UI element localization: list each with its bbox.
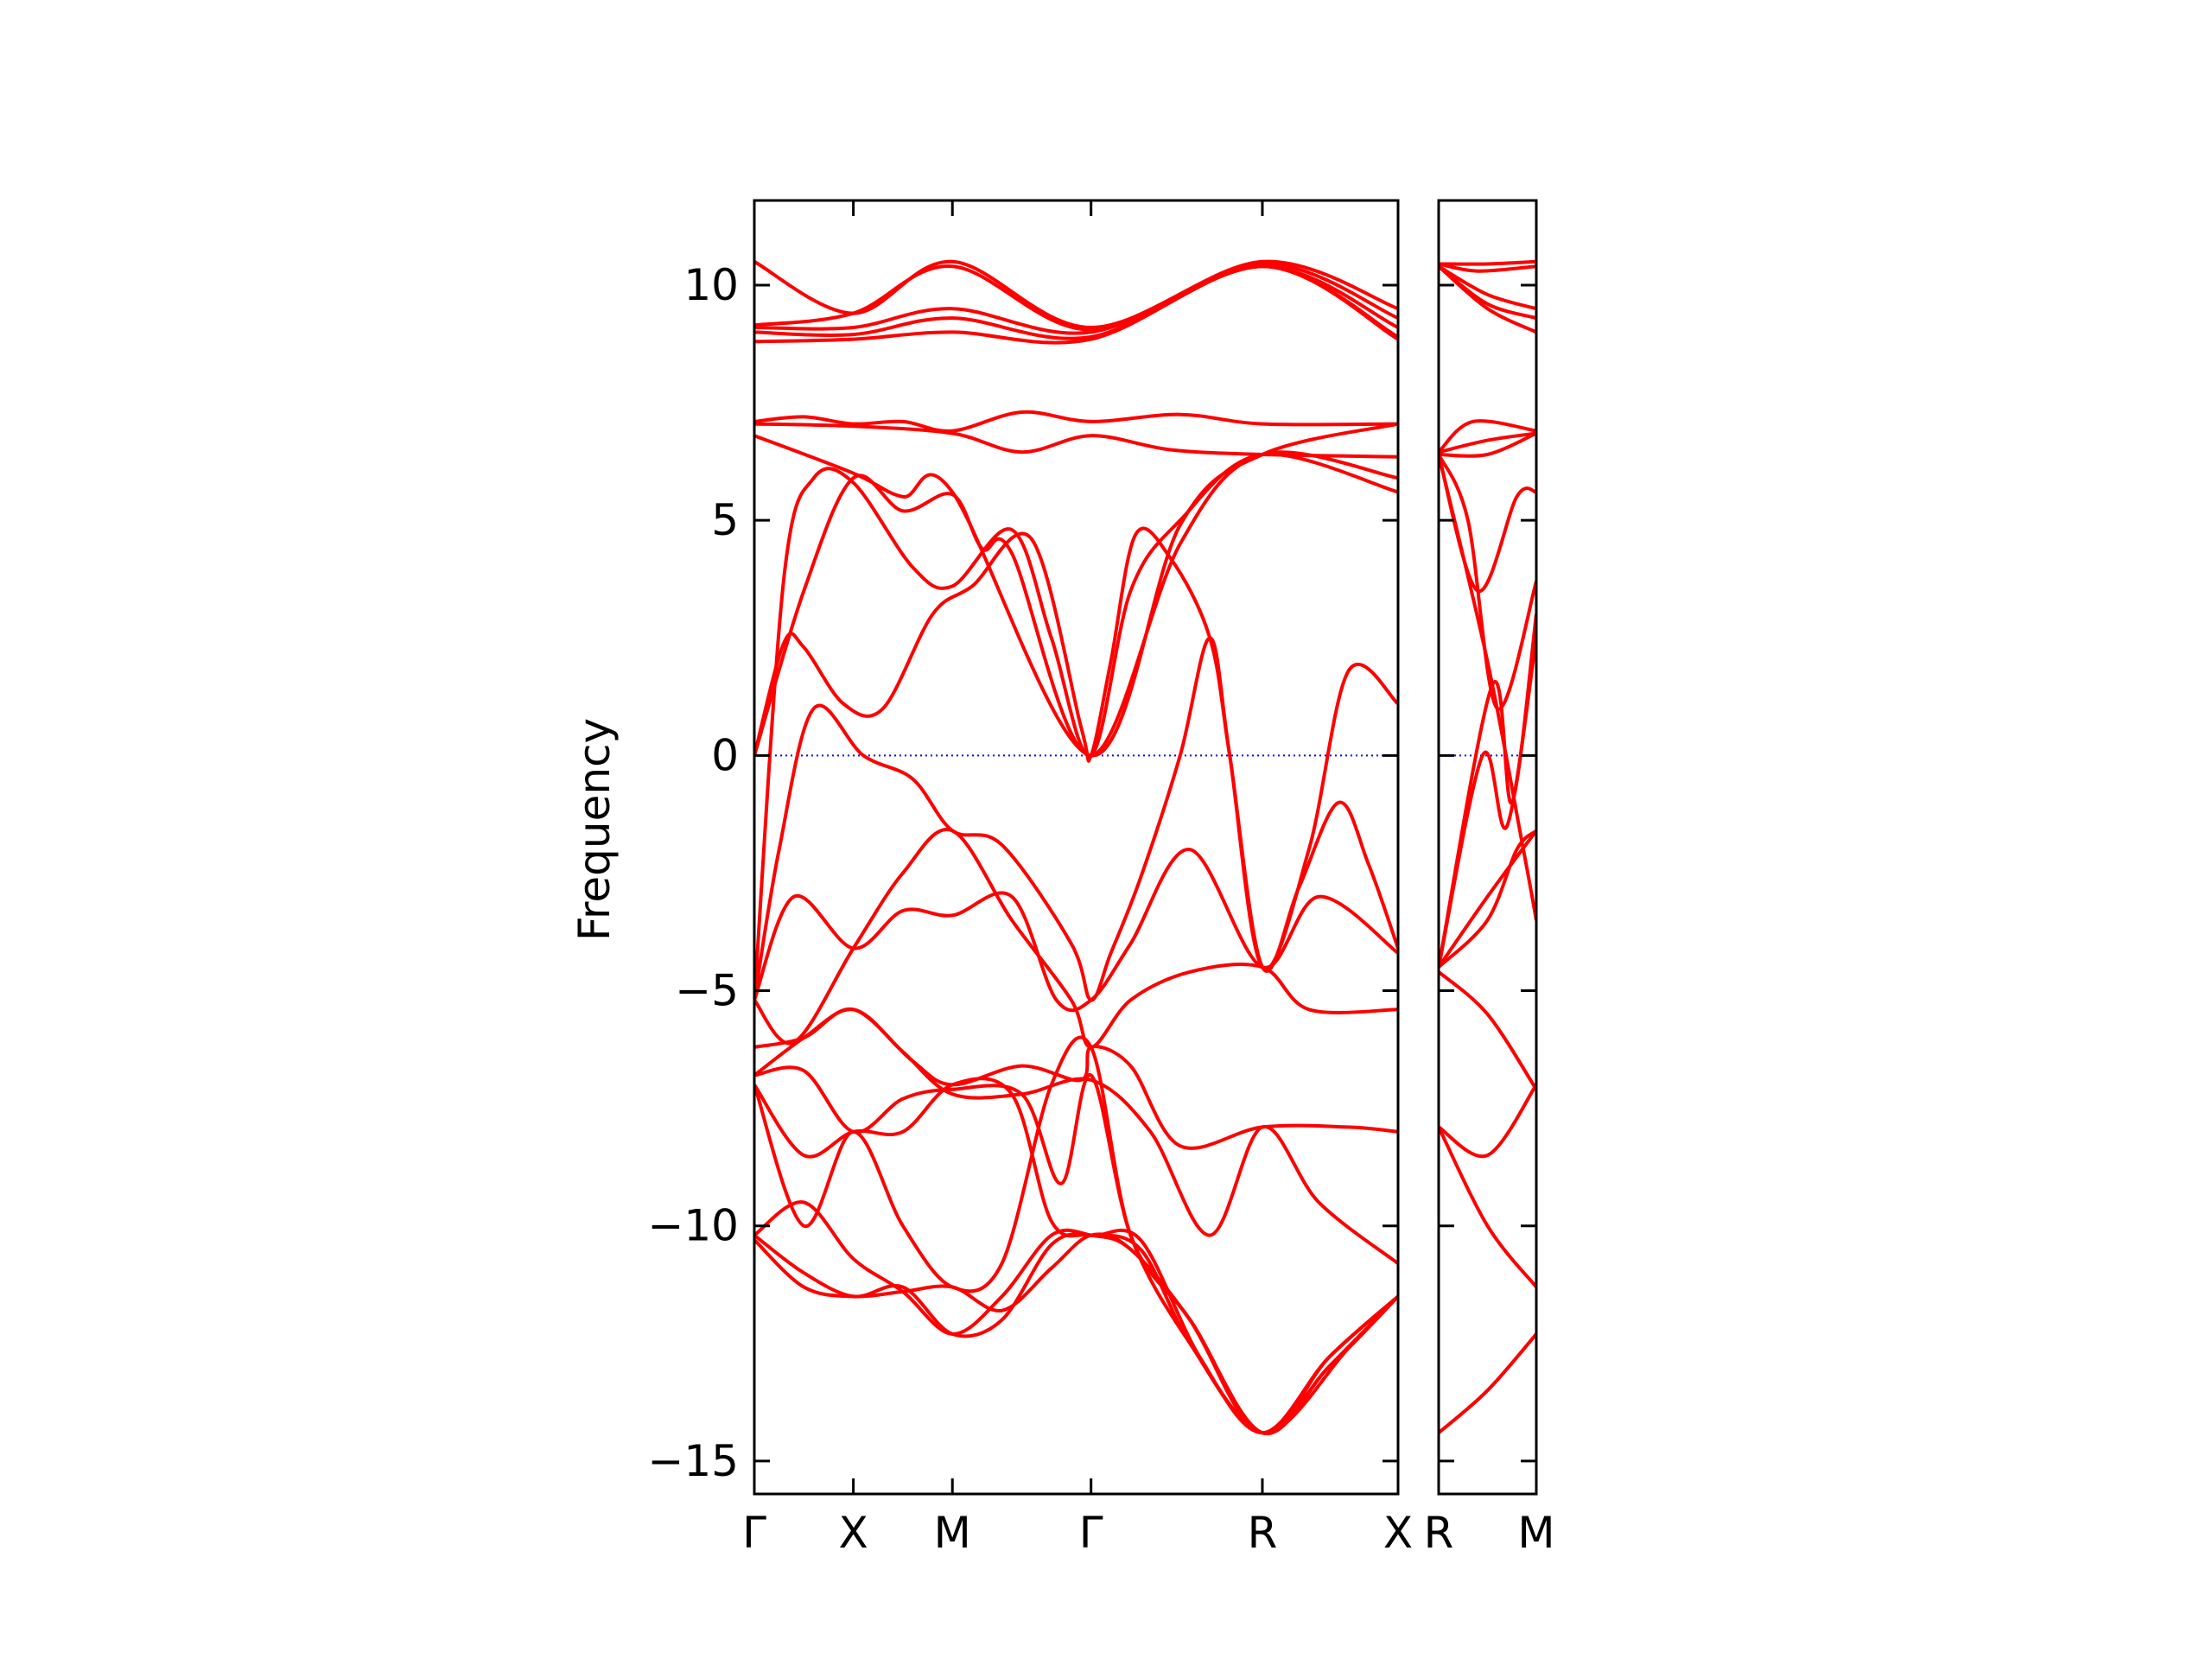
right-band-18 bbox=[1439, 1332, 1536, 1434]
main-band-10 bbox=[754, 526, 1398, 971]
right-band-12 bbox=[1439, 637, 1536, 968]
ytick-label: −5 bbox=[675, 966, 739, 1016]
main-band-13 bbox=[754, 827, 1398, 1049]
right-band-0 bbox=[1439, 259, 1536, 266]
right-band-7 bbox=[1439, 431, 1536, 458]
right-band-10 bbox=[1439, 454, 1536, 921]
main-xtick-label: M bbox=[934, 1508, 971, 1558]
right-band-17 bbox=[1439, 1126, 1536, 1288]
main-xtick-label: Γ bbox=[742, 1508, 766, 1558]
main-band-15 bbox=[754, 1007, 1398, 1265]
main-xtick-label: R bbox=[1248, 1508, 1278, 1558]
right-band-13 bbox=[1439, 829, 1536, 969]
main-xtick-label: Γ bbox=[1079, 1508, 1103, 1558]
right-frame bbox=[1437, 199, 1538, 1496]
right-band-4 bbox=[1439, 264, 1536, 334]
right-band-16 bbox=[1439, 1084, 1536, 1159]
right-band-15 bbox=[1439, 970, 1536, 1090]
main-band-1 bbox=[754, 262, 1398, 332]
main-band-5 bbox=[754, 410, 1398, 433]
main-xtick-label: X bbox=[838, 1508, 868, 1558]
right-band-14 bbox=[1439, 830, 1536, 969]
ytick-label: 10 bbox=[683, 260, 739, 310]
main-band-9 bbox=[754, 452, 1398, 1001]
main-band-16 bbox=[754, 1065, 1398, 1435]
main-xtick-label: X bbox=[1383, 1508, 1413, 1558]
main-band-21 bbox=[754, 1232, 1398, 1435]
y-axis-label: Frequency bbox=[569, 718, 620, 941]
main-band-4 bbox=[754, 264, 1398, 345]
right-xtick-label: M bbox=[1517, 1508, 1554, 1558]
right-band-5 bbox=[1439, 419, 1536, 454]
main-frame bbox=[753, 199, 1400, 1496]
main-band-11 bbox=[754, 636, 1398, 1002]
right-band-6 bbox=[1439, 431, 1536, 454]
right-band-8 bbox=[1439, 454, 1536, 593]
main-band-20 bbox=[754, 1232, 1398, 1435]
main-band-8 bbox=[754, 450, 1398, 758]
ytick-label: 0 bbox=[711, 730, 739, 780]
right-band-1 bbox=[1439, 262, 1536, 273]
right-xtick-label: R bbox=[1424, 1508, 1454, 1558]
ytick-label: −10 bbox=[647, 1201, 739, 1251]
ytick-label: 5 bbox=[711, 495, 739, 545]
ytick-label: −15 bbox=[647, 1436, 739, 1486]
